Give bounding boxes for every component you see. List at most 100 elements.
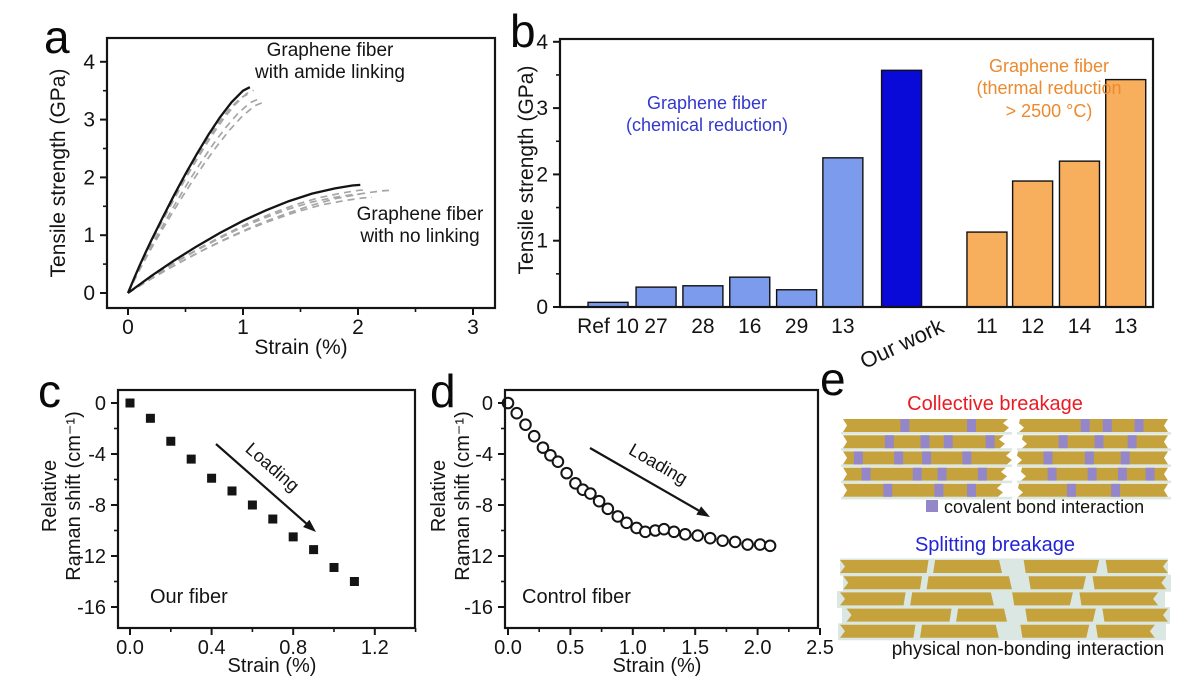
e-covalent-bond [920, 435, 930, 449]
d-data-point [753, 538, 767, 551]
e-caption-physical: physical non-bonding interaction [891, 639, 1165, 660]
e-covalent-bond [853, 451, 863, 465]
e-splitting-brick [840, 560, 929, 573]
e-collective-sheet-right [1018, 483, 1168, 497]
e-collective-interlayer [1017, 448, 1171, 451]
d-data-point [638, 525, 652, 539]
c-data-point [145, 413, 155, 423]
e-covalent-bond [943, 435, 953, 449]
b-bar-13 [822, 157, 864, 308]
e-splitting-brick [846, 608, 952, 622]
e-covalent-bond [1134, 419, 1144, 432]
e-covalent-bond [967, 419, 976, 432]
e-collective-interlayer [841, 464, 1012, 467]
c-data-point [349, 577, 359, 586]
e-splitting-brick [1102, 608, 1168, 622]
e-collective-interlayer [1017, 480, 1171, 484]
c-data-point [288, 532, 298, 542]
d-xtick-label: 0.5 [556, 637, 584, 659]
e-covalent-bond [912, 467, 922, 481]
a-replicate-curve [127, 98, 258, 294]
panel-letter-b: b [510, 5, 536, 57]
d-data-point [691, 529, 704, 542]
a-ytick-label: 4 [83, 51, 95, 74]
e-covalent-bond [1084, 451, 1094, 465]
a-annotation-nolink: Graphene fiber with no linking [356, 204, 484, 248]
c-ytick-label: -8 [88, 495, 106, 517]
d-data-point [510, 406, 524, 420]
d-data-point [584, 487, 597, 500]
c-data-point [268, 514, 278, 524]
b-xtick-label: Ref 10 [577, 315, 639, 338]
d-data-point [728, 535, 742, 549]
b-bar-16 [729, 276, 771, 308]
b-bar-11 [966, 231, 1008, 308]
e-covalent-bond [934, 483, 944, 497]
e-splitting-brick [1105, 560, 1168, 573]
d-data-point [741, 538, 754, 551]
d-ytick-label: -12 [464, 546, 493, 568]
e-covalent-bond [977, 467, 987, 481]
c-data-point [207, 473, 217, 483]
e-collective-sheet-left [843, 483, 1003, 497]
e-splitting-brick [933, 560, 1003, 573]
d-ytick-label: -4 [475, 444, 493, 466]
d-data-point [611, 510, 625, 523]
a-xtick-label: 1 [237, 316, 249, 339]
c-data-point [227, 486, 237, 496]
e-splitting-brick [1012, 592, 1073, 606]
c-ytick-label: 0 [95, 393, 106, 415]
e-splitting-brick [840, 624, 916, 638]
c-xtick-label: 0.4 [198, 637, 226, 659]
c-data-point [166, 436, 176, 446]
a-replicate-curve [127, 193, 361, 294]
a-replicate-curve [127, 189, 391, 294]
d-data-point [519, 418, 532, 431]
b-bar-28 [682, 285, 724, 308]
e-splitting-brick [926, 576, 1012, 590]
panel-letter-a: a [44, 11, 70, 63]
b-ytick-label: 2 [536, 163, 548, 186]
c-plot-frame [116, 388, 417, 630]
panel-letter-c: c [38, 365, 61, 417]
b-xtick-label: 14 [1068, 315, 1092, 338]
a-xtick-label: 3 [467, 316, 479, 339]
b-xtick-label: 28 [691, 315, 714, 338]
e-collective-interlayer [841, 448, 1012, 451]
b-bar-13 [1105, 78, 1147, 308]
b-ytick-label: 4 [536, 31, 548, 54]
e-splitting-brick [1025, 608, 1096, 622]
e-splitting-brick [1023, 560, 1100, 573]
c-data-point [125, 398, 135, 408]
b-bar-12 [1011, 180, 1054, 308]
d-xtick-label: 2.0 [744, 637, 772, 659]
d-data-point [601, 502, 615, 516]
d-plot-frame [503, 388, 820, 630]
a-replicate-curve [127, 89, 254, 294]
d-data-point [620, 516, 633, 530]
d-xtick-label: 2.5 [806, 637, 834, 659]
d-data-point [716, 534, 729, 548]
d-series-label: Control fiber [522, 586, 631, 608]
b-bar-29 [775, 289, 818, 308]
c-series-label: Our fiber [150, 586, 228, 608]
e-collective-interlayer [841, 496, 1012, 500]
e-splitting-brick [956, 608, 1007, 622]
d-ytick-label: 0 [482, 393, 493, 415]
a-ytick-label: 2 [83, 166, 95, 189]
e-splitting-brick [1079, 592, 1159, 606]
e-title-collective: Collective breakage [907, 393, 1083, 415]
d-data-point [527, 429, 541, 443]
c-ytick-label: -16 [77, 597, 106, 619]
panel-letter-e: e [820, 353, 846, 405]
c-ytick-label: -4 [88, 444, 106, 466]
e-covalent-bond [922, 451, 932, 465]
b-bar-27 [635, 286, 677, 308]
e-covalent-bond [962, 451, 972, 465]
a-ytick-label: 3 [83, 109, 95, 132]
a-ytick-label: 0 [83, 282, 95, 305]
b-xtick-label-our-work: Our work [856, 313, 948, 374]
e-collective-interlayer [1017, 432, 1171, 435]
b-yaxis-title: Tensile strength (GPa) [515, 65, 538, 275]
